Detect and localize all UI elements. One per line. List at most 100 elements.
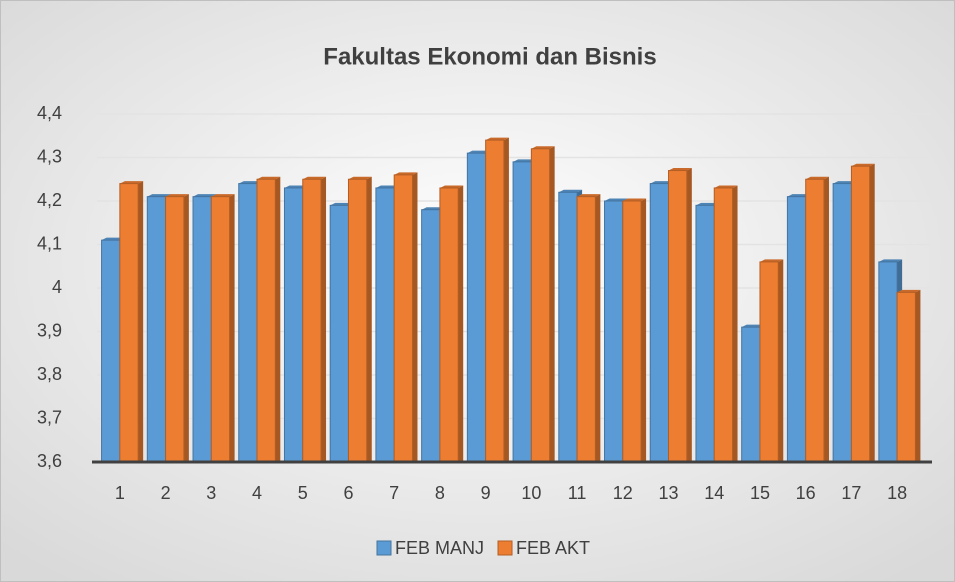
bar bbox=[878, 261, 898, 463]
bar-side bbox=[686, 168, 692, 463]
bar bbox=[786, 196, 807, 463]
x-tick-label: 10 bbox=[521, 483, 541, 503]
bar-top bbox=[394, 172, 418, 175]
bar-side bbox=[732, 185, 738, 462]
bar-side bbox=[412, 172, 418, 462]
bar bbox=[805, 178, 825, 463]
x-tick-label: 13 bbox=[659, 483, 679, 503]
bar bbox=[466, 152, 487, 463]
bar-top bbox=[759, 259, 784, 262]
bar-top bbox=[147, 194, 171, 197]
bar-top bbox=[622, 198, 647, 201]
bar-top bbox=[531, 146, 555, 149]
bar bbox=[896, 291, 916, 463]
x-tick-label: 1 bbox=[115, 483, 125, 503]
bar-top bbox=[558, 189, 583, 193]
x-tick-label: 2 bbox=[161, 483, 171, 503]
y-tick-label: 4,2 bbox=[37, 190, 62, 210]
bar bbox=[604, 200, 624, 463]
bar-top bbox=[650, 181, 674, 184]
bar-side bbox=[183, 194, 189, 462]
y-tick-label: 3,7 bbox=[37, 407, 62, 427]
bar-top bbox=[897, 289, 921, 293]
bar-top bbox=[302, 176, 327, 180]
bar-top bbox=[787, 194, 811, 197]
bar-side bbox=[778, 259, 784, 462]
bar-side bbox=[823, 176, 829, 462]
bar-side bbox=[458, 185, 464, 462]
bar bbox=[119, 183, 139, 463]
bar-side bbox=[503, 137, 509, 462]
bar bbox=[530, 148, 551, 463]
bar-top bbox=[238, 181, 263, 184]
bar-side bbox=[275, 176, 281, 462]
bar bbox=[421, 209, 441, 463]
bar bbox=[558, 191, 578, 463]
bar-side bbox=[869, 163, 875, 462]
x-tick-label: 5 bbox=[298, 483, 308, 503]
bar-top bbox=[193, 194, 217, 197]
legend-label: FEB MANJ bbox=[395, 538, 484, 558]
chart-title: Fakultas Ekonomi dan Bisnis bbox=[323, 43, 656, 70]
bar-top bbox=[851, 163, 875, 167]
bar-top bbox=[101, 237, 125, 241]
bar-top bbox=[439, 185, 464, 188]
bar-top bbox=[119, 181, 144, 184]
bar-side bbox=[915, 289, 921, 462]
x-tick-label: 12 bbox=[613, 483, 633, 503]
bar bbox=[649, 183, 670, 463]
bar-top bbox=[714, 185, 738, 188]
bar-top bbox=[467, 150, 491, 154]
bar bbox=[832, 183, 852, 463]
bar bbox=[375, 187, 395, 463]
x-tick-label: 4 bbox=[252, 483, 262, 503]
bar-top bbox=[668, 168, 692, 171]
bar bbox=[146, 196, 167, 463]
bar bbox=[347, 178, 368, 463]
legend-swatch bbox=[497, 540, 513, 556]
bar-side bbox=[366, 176, 372, 462]
x-tick-label: 16 bbox=[796, 483, 816, 503]
bar-top bbox=[330, 202, 354, 206]
bar-top bbox=[805, 176, 829, 180]
bar-top bbox=[485, 137, 509, 141]
bar bbox=[713, 187, 734, 463]
bar-top bbox=[348, 176, 372, 180]
bar bbox=[256, 178, 276, 463]
bar bbox=[165, 196, 185, 463]
bar-top bbox=[257, 176, 281, 180]
y-tick-label: 3,6 bbox=[37, 451, 62, 471]
y-tick-label: 3,8 bbox=[37, 364, 62, 384]
bar-top bbox=[165, 194, 189, 197]
bar bbox=[512, 161, 532, 463]
x-tick-label: 3 bbox=[206, 483, 216, 503]
bar bbox=[668, 170, 688, 463]
bar bbox=[283, 187, 304, 463]
y-tick-label: 4,1 bbox=[37, 233, 62, 253]
bar-top bbox=[211, 194, 235, 197]
y-tick-label: 4,3 bbox=[37, 146, 62, 166]
bar bbox=[329, 204, 349, 463]
bar-top bbox=[284, 185, 308, 188]
bar bbox=[238, 183, 258, 463]
bar bbox=[741, 326, 761, 463]
bar-top bbox=[421, 207, 445, 210]
bar bbox=[622, 200, 642, 463]
x-tick-label: 11 bbox=[568, 483, 587, 503]
legend-label: FEB AKT bbox=[516, 538, 590, 558]
bar bbox=[485, 139, 505, 463]
bar bbox=[695, 204, 715, 463]
bar-top bbox=[513, 159, 537, 162]
bar bbox=[192, 196, 212, 463]
bar bbox=[759, 261, 779, 463]
bar-top bbox=[577, 194, 601, 197]
bar bbox=[439, 187, 459, 463]
bar bbox=[576, 196, 596, 463]
x-tick-label: 7 bbox=[389, 483, 399, 503]
y-tick-label: 4 bbox=[52, 277, 62, 297]
bar-top bbox=[604, 198, 628, 201]
x-tick-label: 17 bbox=[841, 483, 861, 503]
x-tick-label: 9 bbox=[481, 483, 491, 503]
bar-side bbox=[595, 194, 601, 462]
